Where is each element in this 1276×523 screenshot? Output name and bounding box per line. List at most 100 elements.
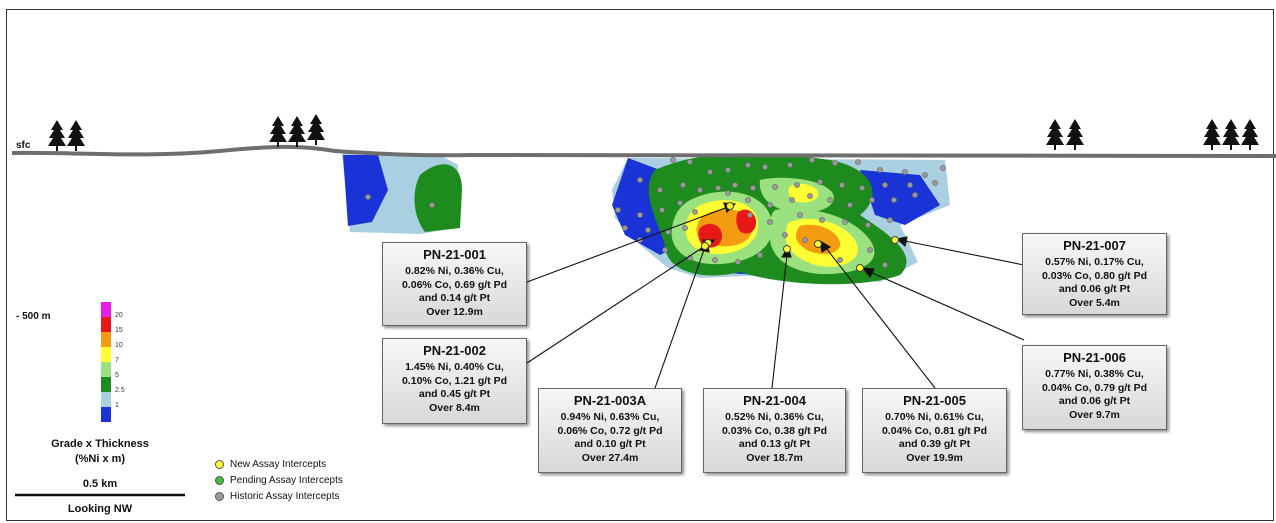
historic-intercept-dot: [677, 200, 683, 206]
tree-icon: [1241, 119, 1259, 150]
historic-intercept-dot: [882, 262, 888, 268]
historic-intercept-dot: [697, 187, 703, 193]
view-direction-label: Looking NW: [67, 503, 133, 515]
grade-color-scale: [101, 302, 111, 422]
callout-pn-21-003a: PN-21-003A 0.94% Ni, 0.63% Cu, 0.06% Co,…: [538, 388, 682, 473]
historic-intercept-dot: [725, 167, 731, 173]
callout-hole-id: PN-21-004: [743, 393, 806, 408]
callout-line: 1.45% Ni, 0.40% Cu,: [405, 361, 504, 373]
legend-pending: Pending Assay Intercepts: [215, 475, 343, 486]
historic-intercept-dot: [659, 207, 665, 213]
figure-frame: [6, 9, 1274, 521]
scale-band: [101, 317, 111, 332]
historic-intercept-dot: [772, 184, 778, 190]
callout-pn-21-004: PN-21-004 0.52% Ni, 0.36% Cu, 0.03% Co, …: [703, 388, 846, 473]
callout-line: and 0.06 g/t Pt: [1058, 395, 1131, 407]
historic-intercept-dot: [767, 202, 773, 208]
callout-line: Over 5.4m: [1069, 296, 1120, 309]
historic-intercept-dot: [680, 182, 686, 188]
historic-intercept-dot: [932, 180, 938, 186]
historic-intercept-dot: [887, 217, 893, 223]
callout-hole-id: PN-21-005: [903, 393, 966, 408]
callout-pn-21-007: PN-21-007 0.57% Ni, 0.17% Cu, 0.03% Co, …: [1022, 233, 1167, 315]
tree-icon: [288, 116, 306, 147]
scale-band: [101, 377, 111, 392]
callout-line: and 0.45 g/t Pt: [418, 388, 491, 400]
callout-line: 0.82% Ni, 0.36% Cu,: [405, 265, 504, 277]
historic-intercept-dot: [745, 197, 751, 203]
historic-intercept-dot: [839, 182, 845, 188]
callout-hole-id: PN-21-006: [1063, 350, 1126, 365]
scale-band: [101, 332, 111, 347]
historic-intercept-dot: [891, 197, 897, 203]
historic-intercept-dot: [662, 247, 668, 253]
historic-intercept-dot: [869, 197, 875, 203]
historic-intercept-dot: [877, 167, 883, 173]
intercept-pn-21-003a: [701, 242, 709, 250]
callout-line: 0.77% Ni, 0.38% Cu,: [1045, 368, 1144, 380]
historic-intercept-dots: [365, 157, 946, 268]
historic-intercept-dot: [682, 225, 688, 231]
historic-intercept-dot: [832, 160, 838, 166]
historic-intercept-dot: [637, 212, 643, 218]
historic-intercept-dot: [715, 185, 721, 191]
historic-intercept-dot: [912, 192, 918, 198]
legend-pending-swatch: [215, 476, 224, 485]
callout-line: 0.06% Co, 0.69 g/t Pd: [401, 278, 508, 291]
historic-intercept-dot: [847, 202, 853, 208]
historic-intercept-dot: [807, 193, 813, 199]
historic-intercept-dot: [817, 179, 823, 185]
callout-hole-id: PN-21-002: [423, 343, 486, 358]
legend-historic: Historic Assay Intercepts: [215, 491, 339, 502]
callout-pn-21-005: PN-21-005 0.70% Ni, 0.61% Cu, 0.04% Co, …: [862, 388, 1007, 473]
callout-line: Over 27.4m: [581, 451, 639, 464]
scale-band: [101, 407, 111, 422]
callout-pn-21-002: PN-21-002 1.45% Ni, 0.40% Cu, 0.10% Co, …: [382, 338, 527, 424]
historic-intercept-dot: [687, 159, 693, 165]
scale-units: (%Ni x m): [74, 453, 126, 465]
historic-intercept-dot: [732, 182, 738, 188]
scale-band: [101, 392, 111, 407]
callout-line: and 0.06 g/t Pt: [1058, 283, 1131, 295]
scale-band-label: 5: [115, 372, 119, 379]
callout-pn-21-006: PN-21-006 0.77% Ni, 0.38% Cu, 0.04% Co, …: [1022, 345, 1167, 430]
historic-intercept-dot: [645, 227, 651, 233]
historic-intercept-dot: [794, 182, 800, 188]
callout-line: 0.03% Co, 0.38 g/t Pd: [721, 424, 828, 437]
callout-line: and 0.13 g/t Pt: [738, 438, 811, 450]
callout-hole-id: PN-21-007: [1063, 238, 1126, 253]
historic-intercept-dot: [797, 212, 803, 218]
west-grade-body: [342, 153, 462, 234]
callout-line: and 0.10 g/t Pt: [574, 438, 646, 450]
main-grade-body: [612, 153, 950, 285]
historic-intercept-dot: [922, 172, 928, 178]
scale-band-label: 10: [115, 342, 123, 349]
distance-scale-label: 0.5 km: [82, 478, 118, 490]
tree-icon: [1066, 119, 1084, 150]
legend-new-swatch: [215, 460, 224, 469]
callout-line: and 0.14 g/t Pt: [418, 292, 491, 304]
historic-intercept-dot: [882, 182, 888, 188]
callout-line: 0.10% Co, 1.21 g/t Pd: [401, 374, 508, 387]
historic-intercept-dot: [747, 212, 753, 218]
historic-intercept-dot: [842, 219, 848, 225]
legend-new: New Assay Intercepts: [215, 459, 326, 470]
new-intercept-dots: [701, 202, 899, 272]
tree-icon: [48, 120, 66, 151]
historic-intercept-dot: [819, 217, 825, 223]
tree-icon: [269, 116, 287, 147]
scale-band: [101, 302, 111, 317]
scale-band-label: 2.5: [115, 387, 125, 394]
historic-intercept-dot: [725, 190, 731, 196]
tree-icon: [1222, 119, 1240, 150]
scale-band: [101, 362, 111, 377]
historic-intercept-dot: [865, 222, 871, 228]
callout-pn-21-001: PN-21-001 0.82% Ni, 0.36% Cu, 0.06% Co, …: [382, 242, 527, 326]
historic-intercept-dot: [837, 257, 843, 263]
historic-intercept-dot: [750, 185, 756, 191]
historic-intercept-dot: [707, 169, 713, 175]
callout-line: 0.94% Ni, 0.63% Cu,: [560, 411, 660, 423]
intercept-pn-21-001: [726, 202, 734, 210]
historic-intercept-dot: [782, 232, 788, 238]
